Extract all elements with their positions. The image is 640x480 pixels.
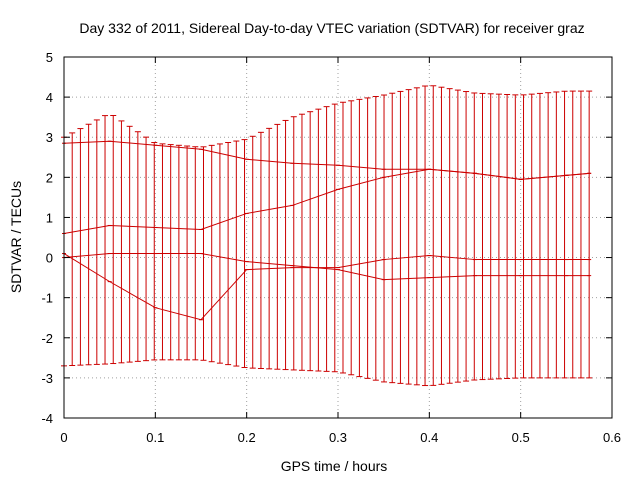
y-tick-label: 3 (46, 130, 53, 145)
x-tick-label: 0 (60, 430, 67, 445)
y-tick-label: 5 (46, 50, 53, 65)
error-bars (61, 85, 593, 387)
y-axis-label: SDTVAR / TECUs (8, 181, 24, 293)
y-tick-label: 2 (46, 170, 53, 185)
x-tick-label: 0.4 (420, 430, 438, 445)
y-tick-label: 0 (46, 251, 53, 266)
x-tick-label: 0.1 (146, 430, 164, 445)
x-tick-label: 0.3 (329, 430, 347, 445)
y-tick-label: 1 (46, 210, 53, 225)
y-tick-label: -2 (41, 331, 53, 346)
x-tick-label: 0.6 (603, 430, 621, 445)
chart-title: Day 332 of 2011, Sidereal Day-to-day VTE… (79, 20, 584, 36)
y-tick-label: -4 (41, 411, 53, 426)
series-lines (62, 140, 592, 321)
y-tick-label: -1 (41, 291, 53, 306)
y-tick-label: 4 (46, 90, 53, 105)
x-tick-label: 0.2 (238, 430, 256, 445)
x-axis-label: GPS time / hours (281, 458, 388, 474)
axis-ticks: 0 0.1 0.2 0.3 0.4 0.5 0.6 -4 -3 -2 -1 0 1 2 3 4 5 (41, 50, 621, 445)
x-tick-label: 0.5 (512, 430, 530, 445)
y-tick-label: -3 (41, 371, 53, 386)
